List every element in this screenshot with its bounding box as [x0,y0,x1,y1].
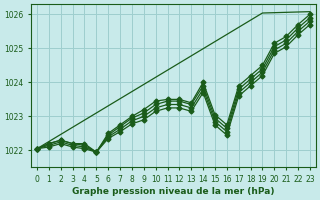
X-axis label: Graphe pression niveau de la mer (hPa): Graphe pression niveau de la mer (hPa) [72,187,275,196]
